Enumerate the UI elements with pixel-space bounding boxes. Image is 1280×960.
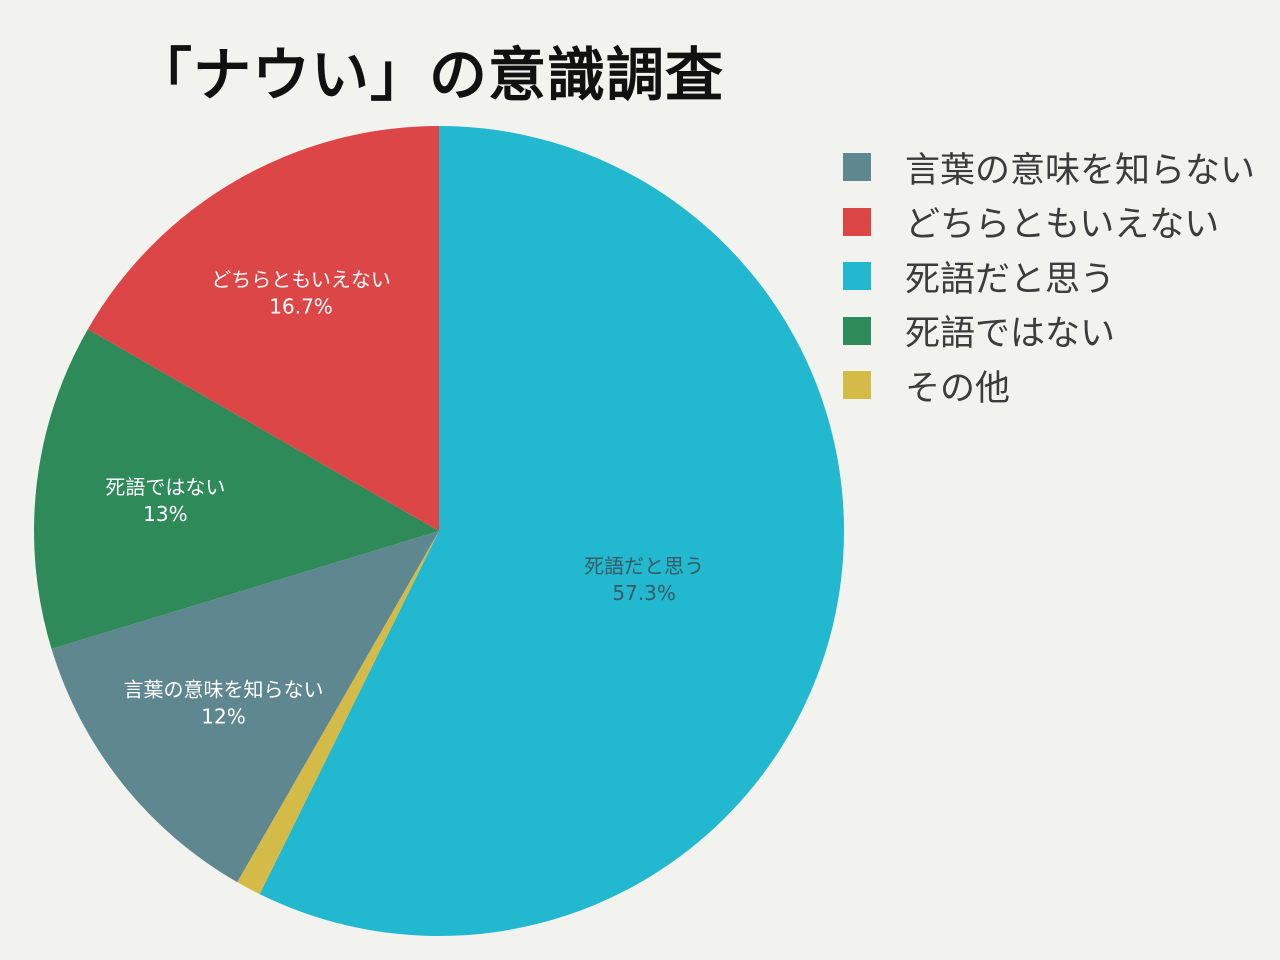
legend-swatch (843, 262, 871, 291)
legend-item: どちらともいえない (843, 195, 1273, 250)
pie-slice-3-value-label: 12% (201, 705, 245, 729)
legend-swatch (843, 153, 871, 182)
legend-label: どちらともいえない (905, 205, 1220, 246)
pie-slice-labels: 死語だと思う 57.3% 言葉の意味を知らない 12% 死語ではない 13% どちらともいえ… (105, 268, 704, 729)
pie-slice-1-name-label: 死語だと思う (584, 554, 704, 578)
legend-label: 死語ではない (905, 314, 1116, 355)
pie-slice-2 (237, 531, 439, 895)
pie-slice-5-name-label: どちらともいえない (211, 268, 391, 292)
legend-swatch (843, 316, 871, 345)
legend-item: その他 (843, 358, 1273, 413)
legend-item: 言葉の意味を知らない (843, 140, 1273, 195)
pie-slice-3-name-label: 言葉の意味を知らない (124, 678, 324, 702)
pie-slices (33, 126, 844, 936)
pie-slice-1 (259, 126, 844, 936)
pie-slice-5 (87, 126, 439, 531)
legend-swatch (843, 207, 871, 236)
legend-label: 言葉の意味を知らない (905, 150, 1256, 191)
pie-slice-1-value-label: 57.3% (612, 581, 676, 605)
legend-swatch (843, 371, 871, 400)
pie-slice-5-value-label: 16.7% (269, 295, 333, 319)
legend-label: その他 (905, 368, 1011, 409)
legend-item: 死語だと思う (843, 249, 1273, 304)
chart-title: 「ナウい」の意識調査 (134, 41, 725, 109)
pie-slice-3 (51, 531, 440, 883)
legend-item: 死語ではない (843, 304, 1273, 359)
legend-label: 死語だと思う (905, 259, 1116, 300)
chart-legend: 言葉の意味を知らない どちらともいえない 死語だと思う 死語ではない その他 (843, 140, 1273, 413)
pie-slice-4 (33, 329, 439, 649)
pie-slice-4-name-label: 死語ではない (105, 475, 225, 499)
pie-slice-4-value-label: 13% (143, 502, 187, 526)
